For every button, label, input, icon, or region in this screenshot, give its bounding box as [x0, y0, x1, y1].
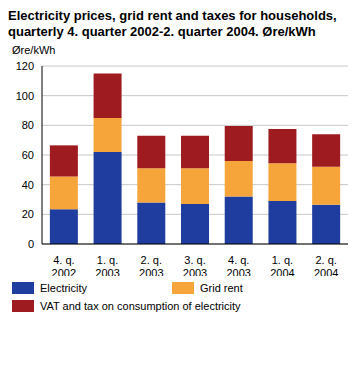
html-text:Grid rent: Grid rent — [200, 282, 243, 294]
svg-text:80: 80 — [22, 119, 34, 131]
svg-text:0: 0 — [28, 238, 34, 250]
html-text:VAT and tax on consumption of: VAT and tax on consumption of electricit… — [40, 300, 241, 312]
svg-text:1. q.2003: 1. q.2003 — [95, 254, 119, 276]
svg-text:20: 20 — [22, 208, 34, 220]
svg-text:120: 120 — [16, 60, 34, 72]
html-text:Øre/kWh: Øre/kWh — [12, 44, 56, 56]
html-text:Electricity: Electricity — [40, 282, 88, 294]
svg-text:1. q.2004: 1. q.2004 — [270, 254, 294, 276]
svg-text:2. q.2003: 2. q.2003 — [139, 254, 163, 276]
html-text:Electricity prices, grid rent: Electricity prices, grid rent and taxes … — [8, 8, 337, 39]
svg-text:100: 100 — [16, 90, 34, 102]
svg-text:3. q.2003: 3. q.2003 — [183, 254, 207, 276]
svg-text:4. q.2003: 4. q.2003 — [226, 254, 250, 276]
svg-text:40: 40 — [22, 179, 34, 191]
svg-text:4. q.2002: 4. q.2002 — [52, 254, 76, 276]
svg-text:2. q.2004: 2. q.2004 — [314, 254, 338, 276]
svg-text:60: 60 — [22, 149, 34, 161]
